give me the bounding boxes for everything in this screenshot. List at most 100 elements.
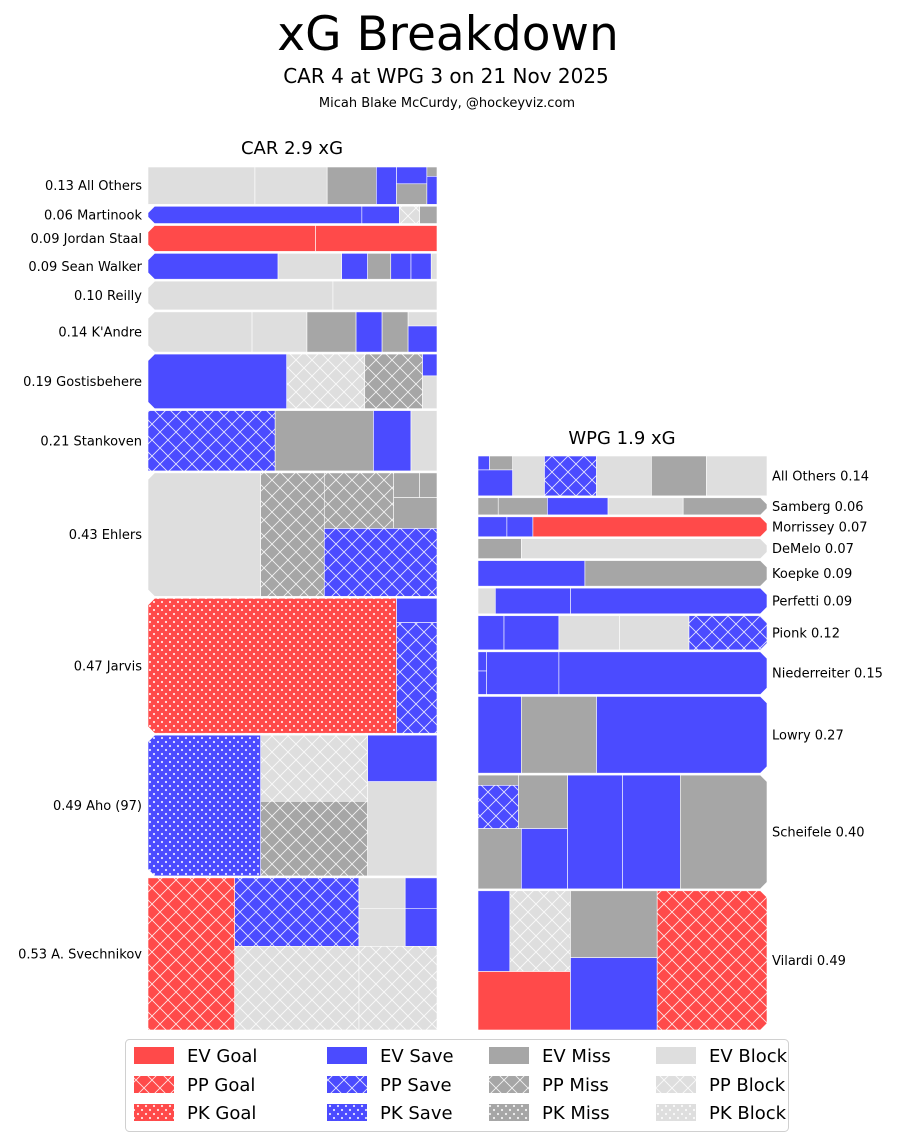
- legend-frame: [125, 1039, 789, 1132]
- player-label: Pionk 0.12: [772, 626, 840, 641]
- legend-label: EV Goal: [187, 1046, 257, 1067]
- shot-ev-block: [410, 410, 437, 471]
- legend-swatch-pk-miss: [489, 1104, 529, 1121]
- shot-ev-miss: [570, 890, 658, 958]
- shot-ev-save: [478, 560, 586, 587]
- shot-pp-block: [286, 354, 366, 409]
- shot-ev-block: [596, 456, 652, 496]
- shot-ev-miss: [478, 497, 499, 515]
- shot-ev-save: [404, 907, 437, 947]
- legend-label: PP Goal: [187, 1075, 255, 1096]
- shot-ev-save: [622, 775, 681, 889]
- shot-pp-save: [544, 456, 597, 496]
- shot-ev-block: [148, 311, 253, 353]
- legend-label: EV Miss: [542, 1046, 611, 1067]
- shot-pp-save: [478, 785, 519, 829]
- car-player-all-others: 0.13 All Others: [45, 167, 437, 205]
- shot-ev-save: [355, 311, 383, 353]
- wpg-treemap: All Others 0.14 Samberg 0.06 Morrissey 0.0…: [478, 456, 883, 1030]
- shot-ev-save: [506, 516, 534, 537]
- shot-ev-save: [521, 828, 568, 889]
- shot-ev-block: [148, 167, 256, 205]
- shot-ev-save: [478, 456, 490, 471]
- legend-label: PK Save: [380, 1103, 453, 1124]
- player-label: 0.09 Jordan Staal: [31, 232, 142, 247]
- shot-ev-miss: [489, 456, 513, 471]
- shot-ev-save: [148, 253, 279, 280]
- legend-label: EV Block: [709, 1046, 788, 1067]
- wpg-player-pionk: Pionk 0.12: [478, 615, 840, 650]
- shot-ev-block: [478, 588, 496, 614]
- shot-ev-save: [407, 325, 437, 353]
- player-label: Vilardi 0.49: [772, 954, 846, 969]
- shot-ev-miss: [393, 472, 420, 498]
- car-player-sean-walker: 0.09 Sean Walker: [28, 253, 437, 280]
- legend-label: PP Miss: [542, 1075, 609, 1096]
- shot-ev-save: [570, 588, 767, 614]
- player-label: 0.06 Martinook: [44, 208, 142, 223]
- car-player-stankoven: 0.21 Stankoven: [40, 410, 437, 471]
- shot-ev-block: [277, 253, 342, 280]
- wpg-player-koepke: Koepke 0.09: [478, 560, 852, 587]
- legend-label: EV Save: [380, 1046, 454, 1067]
- shot-ev-save: [478, 670, 487, 695]
- legend-swatch-pp-save: [327, 1076, 367, 1093]
- shot-ev-miss: [478, 828, 522, 889]
- wpg-player-vilardi: Vilardi 0.49: [478, 890, 846, 1030]
- car-treemap: 0.13 All Others 0.06 Martinook 0.09 Jordan…: [18, 167, 437, 1030]
- car-player-martinook: 0.06 Martinook: [44, 206, 437, 224]
- shot-ev-save: [478, 615, 505, 650]
- shot-pp-save: [323, 528, 437, 597]
- shot-ev-block: [521, 538, 767, 559]
- shot-ev-block: [706, 456, 767, 496]
- shot-ev-save: [503, 615, 560, 650]
- shot-ev-miss: [518, 775, 568, 829]
- car-player-k-andre: 0.14 K'Andre: [58, 311, 437, 353]
- figure-title: xG Breakdown: [277, 7, 618, 62]
- shot-pk-save: [148, 735, 262, 876]
- shot-ev-miss: [497, 497, 548, 515]
- wpg-player-niederreiter: Niederreiter 0.15: [478, 651, 883, 695]
- figure-subtitle: CAR 4 at WPG 3 on 21 Nov 2025: [283, 64, 609, 88]
- shot-ev-save: [478, 696, 522, 774]
- shot-pp-miss: [323, 472, 394, 529]
- wpg-player-samberg: Samberg 0.06: [478, 497, 864, 515]
- player-label: 0.49 Aho (97): [53, 799, 142, 814]
- shot-pp-save: [396, 622, 437, 734]
- shot-ev-miss: [326, 167, 377, 205]
- shot-ev-block: [407, 311, 437, 327]
- shot-ev-miss: [682, 497, 767, 515]
- legend-swatch-pp-block: [656, 1076, 696, 1093]
- figure-credit: Micah Blake McCurdy, @hockeyviz.com: [319, 96, 575, 111]
- shot-ev-save: [547, 497, 609, 515]
- shot-ev-miss: [393, 497, 437, 529]
- legend-swatch-pp-goal: [134, 1076, 174, 1093]
- player-label: 0.43 Ehlers: [69, 528, 142, 543]
- shot-ev-save: [148, 354, 288, 409]
- shot-ev-miss: [584, 560, 767, 587]
- shot-pp-miss: [364, 354, 423, 409]
- car-player-jordan-staal: 0.09 Jordan Staal: [31, 225, 437, 252]
- shot-ev-save: [495, 588, 571, 614]
- wpg-panel-title: WPG 1.9 xG: [568, 428, 675, 449]
- wpg-player-demelo: DeMelo 0.07: [478, 538, 854, 559]
- shot-ev-block: [607, 497, 684, 515]
- legend-label: PP Save: [380, 1075, 452, 1096]
- shot-pp-miss: [260, 472, 325, 597]
- shot-ev-save: [558, 651, 767, 695]
- player-label: 0.14 K'Andre: [58, 325, 142, 340]
- shot-ev-block: [430, 253, 437, 280]
- player-label: 0.19 Gostisbehere: [23, 375, 142, 390]
- wpg-player-lowry: Lowry 0.27: [478, 696, 844, 774]
- wpg-player-scheifele: Scheifele 0.40: [478, 775, 865, 889]
- shot-ev-save: [367, 735, 437, 782]
- shot-ev-block: [332, 281, 437, 310]
- wpg-player-morrissey: Morrissey 0.07: [478, 516, 868, 537]
- shot-ev-block: [358, 907, 406, 947]
- shot-ev-save: [390, 253, 412, 280]
- shot-pp-block: [260, 735, 368, 802]
- shot-ev-miss: [651, 456, 707, 496]
- shot-ev-save: [376, 167, 397, 205]
- shot-ev-block: [619, 615, 690, 650]
